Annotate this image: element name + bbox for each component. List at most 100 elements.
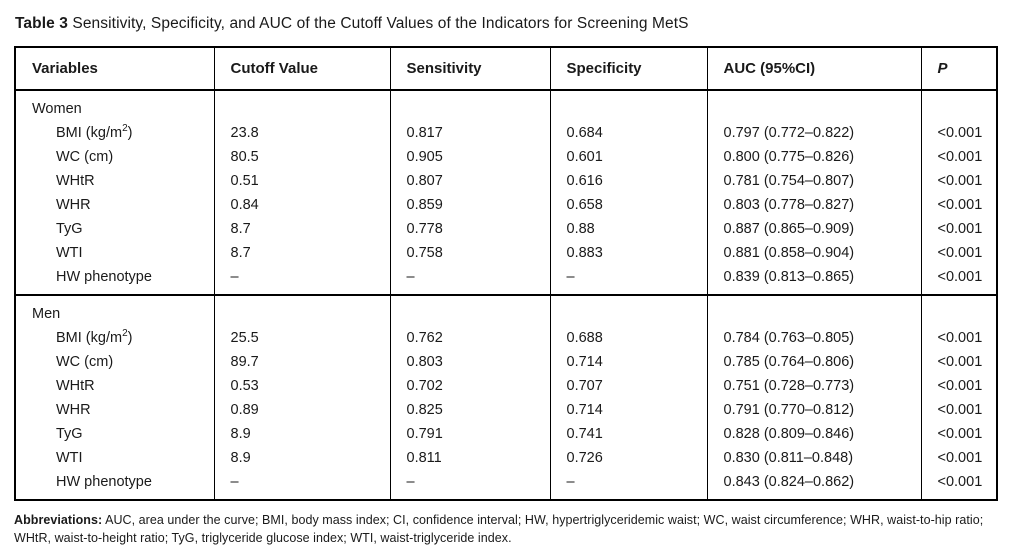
table-title: Table 3 Sensitivity, Specificity, and AU… <box>15 14 996 34</box>
empty-cell <box>920 295 997 326</box>
variable-superscript: 2 <box>122 328 128 340</box>
header-auc-ci: AUC (95%CI) <box>706 47 921 91</box>
sensitivity-cell: 0.702 <box>389 374 550 398</box>
p-cell: <0.001 <box>920 265 997 295</box>
auc-cell: 0.843 (0.824–0.862) <box>706 470 921 500</box>
table-row: TyG 8.9 0.791 0.741 0.828 (0.809–0.846) <0.00… <box>15 422 997 446</box>
sensitivity-cell: 0.807 <box>389 169 550 193</box>
sensitivity-cell: 0.803 <box>389 350 550 374</box>
specificity-cell: 0.88 <box>549 217 707 241</box>
variable-name-end: ) <box>127 330 133 346</box>
variable-name: WHR <box>56 197 91 213</box>
p-cell: <0.001 <box>920 145 997 169</box>
header-variables: Variables <box>15 47 214 91</box>
p-cell: <0.001 <box>920 350 997 374</box>
table-row: WC (cm) 89.7 0.803 0.714 0.785 (0.764–0.806)… <box>15 350 997 374</box>
specificity-cell: 0.658 <box>549 193 707 217</box>
auc-cell: 0.881 (0.858–0.904) <box>706 241 921 265</box>
table-title-text: Sensitivity, Specificity, and AUC of the… <box>72 15 689 32</box>
cutoff-cell: 8.7 <box>213 241 390 265</box>
variable-name: TyG <box>56 221 83 237</box>
empty-cell <box>389 295 550 326</box>
variable-cell: WHR <box>15 193 214 217</box>
variable-name: WHtR <box>56 173 95 189</box>
variable-superscript: 2 <box>122 123 128 135</box>
cutoff-cell: – <box>213 265 390 295</box>
auc-cell: 0.797 (0.772–0.822) <box>706 121 921 145</box>
auc-cell: 0.751 (0.728–0.773) <box>706 374 921 398</box>
variable-name: WTI <box>56 245 83 261</box>
cutoff-cell: 0.51 <box>213 169 390 193</box>
empty-cell <box>920 90 997 121</box>
sensitivity-cell: 0.905 <box>389 145 550 169</box>
variable-cell: WC (cm) <box>15 350 214 374</box>
table-section-women: Women BMI (kg/m2) 23.8 0.817 0.684 0.797 (0.7… <box>15 90 997 295</box>
mets-cutoff-table: Variables Cutoff Value Sensitivity Speci… <box>14 46 998 501</box>
empty-cell <box>389 90 550 121</box>
auc-cell: 0.784 (0.763–0.805) <box>706 326 921 350</box>
variable-name: BMI (kg/m <box>56 330 123 346</box>
auc-cell: 0.839 (0.813–0.865) <box>706 265 921 295</box>
variable-name: WTI <box>56 450 83 466</box>
variable-name: TyG <box>56 426 83 442</box>
abbreviations-footnote: Abbreviations: AUC, area under the curve… <box>14 512 1002 547</box>
sensitivity-cell: 0.758 <box>389 241 550 265</box>
cutoff-cell: 0.89 <box>213 398 390 422</box>
sensitivity-cell: 0.778 <box>389 217 550 241</box>
variable-name: HW phenotype <box>56 269 152 285</box>
variable-cell: HW phenotype <box>15 470 214 500</box>
section-label: Women <box>32 101 82 117</box>
sensitivity-cell: 0.825 <box>389 398 550 422</box>
cutoff-cell: 23.8 <box>213 121 390 145</box>
empty-cell <box>213 90 390 121</box>
variable-cell: WHtR <box>15 169 214 193</box>
table-row: WHR 0.89 0.825 0.714 0.791 (0.770–0.812) <0.0… <box>15 398 997 422</box>
sensitivity-cell: – <box>389 265 550 295</box>
header-row: Variables Cutoff Value Sensitivity Speci… <box>15 47 997 91</box>
variable-name: HW phenotype <box>56 474 152 490</box>
sensitivity-cell: 0.791 <box>389 422 550 446</box>
cutoff-cell: 8.7 <box>213 217 390 241</box>
sensitivity-cell: 0.762 <box>389 326 550 350</box>
table-row: WHtR 0.51 0.807 0.616 0.781 (0.754–0.807) <0.… <box>15 169 997 193</box>
specificity-cell: – <box>549 470 707 500</box>
variable-cell: WC (cm) <box>15 145 214 169</box>
variable-name: BMI (kg/m <box>56 125 123 141</box>
cutoff-cell: 0.84 <box>213 193 390 217</box>
table-row: WTI 8.7 0.758 0.883 0.881 (0.858–0.904) <0.00… <box>15 241 997 265</box>
header-specificity: Specificity <box>549 47 707 91</box>
section-label-row: Women <box>15 90 997 121</box>
auc-cell: 0.781 (0.754–0.807) <box>706 169 921 193</box>
empty-cell <box>549 295 707 326</box>
p-cell: <0.001 <box>920 217 997 241</box>
sensitivity-cell: 0.859 <box>389 193 550 217</box>
specificity-cell: 0.684 <box>549 121 707 145</box>
p-cell: <0.001 <box>920 470 997 500</box>
p-cell: <0.001 <box>920 374 997 398</box>
variable-cell: HW phenotype <box>15 265 214 295</box>
cutoff-cell: 89.7 <box>213 350 390 374</box>
empty-cell <box>706 90 921 121</box>
variable-cell: BMI (kg/m2) <box>15 121 214 145</box>
table-row: HW phenotype – – –0.843 (0.824–0.862) <0.001 <box>15 470 997 500</box>
table-row: WHtR 0.53 0.702 0.707 0.751 (0.728–0.773) <0.… <box>15 374 997 398</box>
variable-name-end: ) <box>127 125 133 141</box>
specificity-cell: – <box>549 265 707 295</box>
p-cell: <0.001 <box>920 398 997 422</box>
abbreviations-body: AUC, area under the curve; BMI, body mas… <box>14 513 984 545</box>
sensitivity-cell: 0.811 <box>389 446 550 470</box>
variable-cell: TyG <box>15 217 214 241</box>
abbreviations-label: Abbreviations: <box>14 513 103 527</box>
p-cell: <0.001 <box>920 193 997 217</box>
variable-cell: WHtR <box>15 374 214 398</box>
variable-cell: WTI <box>15 446 214 470</box>
specificity-cell: 0.707 <box>549 374 707 398</box>
variable-name: WC (cm) <box>56 354 114 370</box>
variable-name: WHtR <box>56 378 95 394</box>
auc-cell: 0.791 (0.770–0.812) <box>706 398 921 422</box>
auc-cell: 0.830 (0.811–0.848) <box>706 446 921 470</box>
specificity-cell: 0.688 <box>549 326 707 350</box>
table-row: WC (cm) 80.5 0.905 0.601 0.800 (0.775–0.826)… <box>15 145 997 169</box>
specificity-cell: 0.883 <box>549 241 707 265</box>
table-section-men: Men BMI (kg/m2) 25.5 0.762 0.688 0.784 (0.763… <box>15 295 997 500</box>
